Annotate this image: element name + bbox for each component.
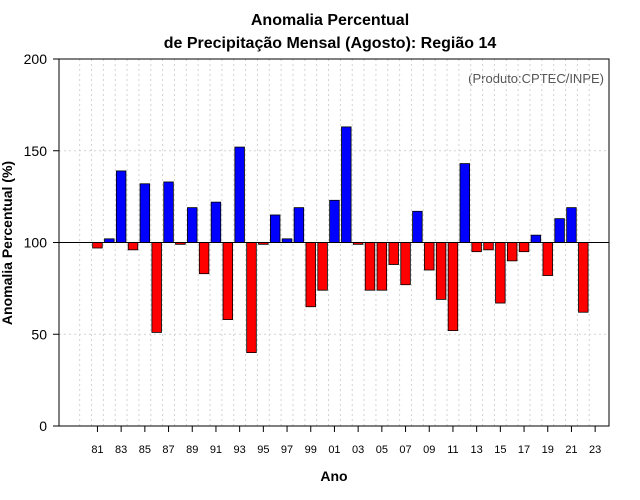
x-tick-label: 05 — [376, 444, 388, 456]
chart-title: Anomalia Percentual — [251, 12, 409, 29]
bar-01 — [329, 199, 340, 243]
bar-11 — [447, 242, 459, 331]
bar-02 — [341, 126, 352, 243]
bar-90 — [198, 242, 210, 275]
bar-16 — [506, 242, 518, 262]
bar-20 — [554, 218, 565, 243]
bar-05 — [376, 242, 388, 291]
x-tick-label: 81 — [91, 444, 103, 456]
chart-annotation: (Produto:CPTEC/INPE) — [468, 71, 604, 86]
chart-subtitle: de Precipitação Mensal (Agosto): Região … — [164, 35, 497, 52]
x-axis-label: Ano — [320, 468, 347, 484]
bar-17 — [518, 242, 530, 253]
x-tick-label: 01 — [328, 444, 340, 456]
bar-86 — [151, 242, 162, 333]
bar-06 — [388, 242, 399, 265]
x-tick-label: 17 — [518, 444, 530, 456]
bar-19 — [542, 242, 553, 276]
bar-83 — [115, 170, 127, 243]
y-tick-label: 200 — [24, 51, 48, 67]
bar-08 — [412, 210, 423, 243]
x-tick-label: 21 — [565, 444, 577, 456]
plot-frame — [58, 58, 610, 427]
bar-98 — [293, 207, 305, 243]
axes-layer: 0 50 100 150 200 81 83 85 87 89 91 93 95 97 99 01 03 05 07… — [24, 51, 610, 456]
bar-14 — [483, 242, 494, 251]
x-tick-label: 23 — [589, 444, 601, 456]
bar-96 — [269, 214, 281, 243]
bar-92 — [222, 242, 234, 320]
x-tick-label: 11 — [447, 444, 458, 456]
bar-81 — [92, 242, 103, 249]
bar-85 — [139, 183, 151, 243]
bar-04 — [364, 242, 376, 291]
bar-22 — [578, 242, 589, 313]
y-tick-label: 50 — [31, 326, 47, 342]
x-tick-label: 97 — [281, 444, 293, 456]
bar-21 — [566, 207, 577, 243]
grid-layer — [59, 59, 609, 426]
bar-99 — [305, 242, 316, 308]
x-tick-label: 99 — [305, 444, 317, 456]
x-tick-label: 89 — [186, 444, 198, 456]
y-tick-label: 0 — [39, 418, 47, 434]
bar-91 — [210, 201, 222, 243]
bar-07 — [400, 242, 411, 286]
bar-82 — [104, 238, 115, 243]
bar-15 — [495, 242, 506, 304]
bar-93 — [234, 146, 245, 243]
bars-layer — [92, 126, 589, 353]
bar-00 — [317, 242, 328, 291]
y-tick-label: 150 — [24, 143, 48, 159]
x-tick-label: 15 — [494, 444, 506, 456]
y-axis-label: Anomalia Percentual (%) — [0, 161, 15, 325]
x-tick-label: 03 — [352, 444, 364, 456]
bar-94 — [246, 242, 257, 353]
x-tick-label: 87 — [162, 444, 174, 456]
x-tick-label: 19 — [542, 444, 554, 456]
bar-84 — [127, 242, 139, 251]
bar-09 — [424, 242, 435, 271]
x-tick-label: 83 — [115, 444, 127, 456]
x-tick-label: 91 — [210, 444, 222, 456]
bar-97 — [281, 238, 293, 243]
bar-87 — [163, 181, 174, 243]
bar-89 — [187, 207, 198, 243]
bar-12 — [459, 163, 471, 243]
x-tick-label: 13 — [471, 444, 483, 456]
x-tick-label: 85 — [139, 444, 151, 456]
x-tick-label: 09 — [423, 444, 435, 456]
bar-18 — [530, 234, 542, 243]
y-tick-label: 100 — [24, 235, 48, 251]
bar-13 — [471, 242, 482, 253]
x-tick-label: 07 — [399, 444, 411, 456]
bar-10 — [435, 242, 447, 300]
x-tick-label: 95 — [257, 444, 269, 456]
x-tick-label: 93 — [234, 444, 246, 456]
